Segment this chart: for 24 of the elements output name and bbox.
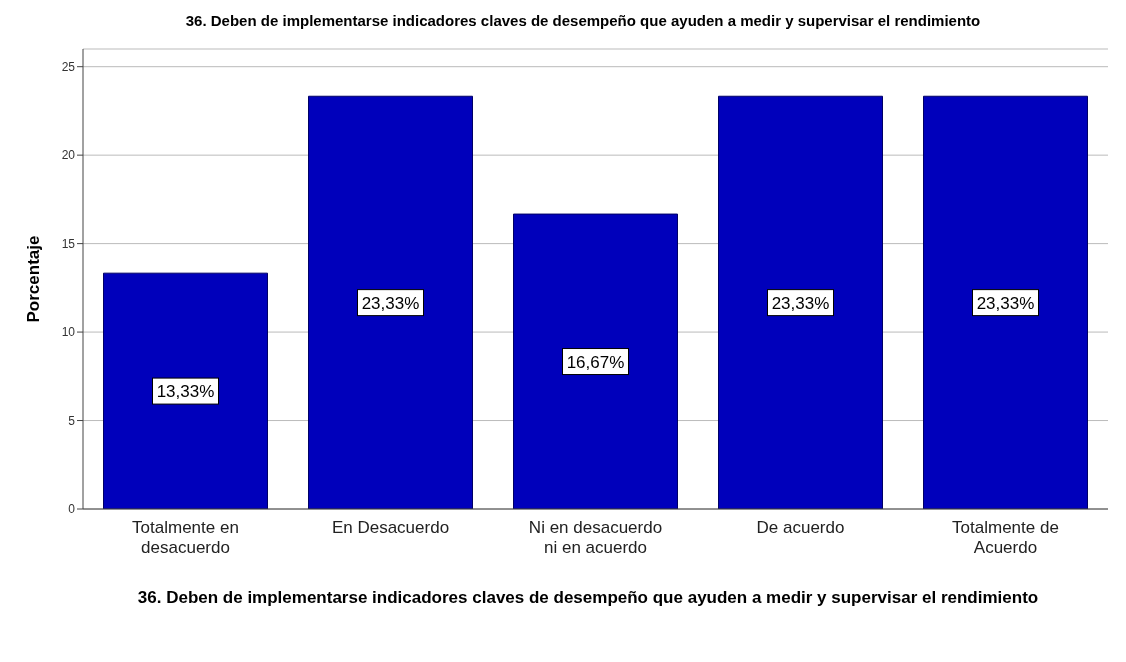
- x-tick-label: Totalmente en desacuerdo: [132, 518, 239, 557]
- data-label: 23,33%: [771, 293, 830, 313]
- y-tick-label: 0: [68, 502, 76, 517]
- x-tick-label: Ni en desacuerdo ni en acuerdo: [528, 518, 663, 557]
- x-axis-title: 36. Deben de implementarse indicadores claves de desempeño que ayuden a medir y supervisar el rendimiento: [136, 588, 1040, 607]
- chart-title: 36. Deben de implementarse indicadores claves de desempeño que ayuden a medir y supervisar el rendimiento: [184, 12, 982, 29]
- data-label: 23,33%: [361, 293, 420, 313]
- x-tick-label: Totalmente de Acuerdo: [952, 518, 1059, 557]
- bar: [513, 213, 678, 509]
- data-label: 13,33%: [156, 382, 215, 402]
- y-tick-label: 20: [61, 148, 76, 163]
- y-tick-label: 25: [61, 59, 76, 74]
- y-tick-label: 10: [61, 325, 76, 340]
- x-tick-label: En Desacuerdo: [331, 518, 450, 537]
- data-label: 23,33%: [976, 293, 1035, 313]
- bar: [308, 95, 473, 509]
- y-axis-title: Porcentaje: [24, 235, 44, 323]
- x-tick-label: De acuerdo: [756, 518, 845, 537]
- bar: [923, 95, 1088, 509]
- y-tick-label: 15: [61, 236, 76, 251]
- bar: [103, 272, 268, 509]
- y-tick-label: 5: [68, 413, 76, 428]
- bar: [718, 95, 883, 509]
- data-label: 16,67%: [566, 352, 625, 372]
